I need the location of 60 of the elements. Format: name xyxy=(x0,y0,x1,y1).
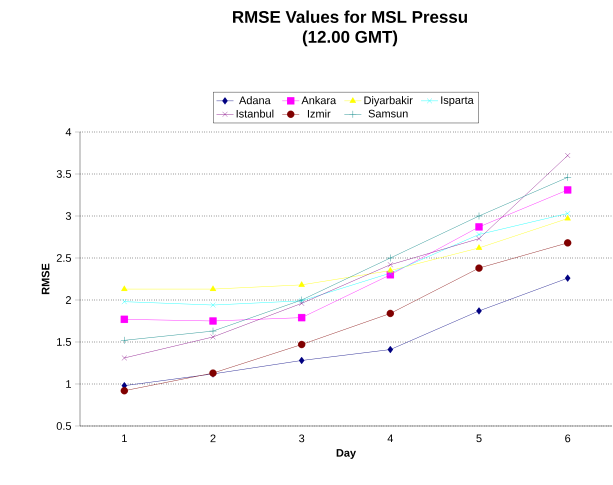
point xyxy=(210,334,216,340)
point xyxy=(476,307,482,315)
y-tick-label: 3.5 xyxy=(56,170,72,178)
point xyxy=(209,327,217,335)
point xyxy=(476,232,482,238)
point xyxy=(386,310,394,318)
point xyxy=(564,239,572,247)
y-tick-label: 2 xyxy=(66,296,71,304)
point xyxy=(565,152,570,158)
point xyxy=(565,210,570,216)
point xyxy=(122,355,127,361)
point xyxy=(564,274,570,282)
legend-label: Isparta xyxy=(441,96,474,106)
point xyxy=(120,336,128,344)
y-tick-label: 4 xyxy=(66,128,72,136)
point xyxy=(298,356,304,364)
legend-label: Ankara xyxy=(301,96,336,104)
y-tick-label: 3 xyxy=(66,212,72,220)
point xyxy=(388,270,393,276)
y-tick-label: 1 xyxy=(66,380,71,388)
point xyxy=(564,214,571,220)
x-tick-label: 6 xyxy=(565,434,570,442)
legend-label: Diyarbakir xyxy=(364,96,413,106)
x-tick-label: 1 xyxy=(122,434,127,442)
point xyxy=(210,285,216,292)
chart-subtitle: (12.00 GMT) xyxy=(302,30,398,46)
point xyxy=(476,236,482,242)
point xyxy=(388,262,393,268)
point xyxy=(210,302,216,308)
y-tick-label: 1.5 xyxy=(57,338,72,346)
point xyxy=(475,264,483,272)
point xyxy=(476,244,482,250)
x-tick-label: 3 xyxy=(299,434,304,442)
x-tick-label: 5 xyxy=(476,434,482,442)
point xyxy=(298,281,305,287)
point xyxy=(299,300,304,306)
point xyxy=(298,340,306,348)
point xyxy=(386,254,394,262)
point xyxy=(120,316,128,324)
y-tick-label: 2.5 xyxy=(56,254,72,262)
legend-label: Samsun xyxy=(368,110,408,118)
x-tick-label: 4 xyxy=(388,434,394,442)
point xyxy=(122,299,127,304)
point xyxy=(121,285,128,292)
x-axis-title: Day xyxy=(336,449,356,459)
legend-label: Istanbul xyxy=(236,110,274,118)
point xyxy=(564,174,572,182)
point xyxy=(388,346,394,354)
point xyxy=(475,212,483,220)
point xyxy=(120,387,128,394)
point xyxy=(298,314,306,322)
point xyxy=(475,223,483,231)
x-tick-label: 2 xyxy=(210,434,216,442)
y-tick-label: 0.5 xyxy=(56,422,72,430)
y-axis-title: RMSE xyxy=(42,264,50,294)
point xyxy=(209,317,217,325)
chart-title: RMSE Values for MSL Pressu xyxy=(233,10,467,23)
legend-label: Adana xyxy=(239,96,271,104)
point xyxy=(564,186,572,194)
legend-label: Izmir xyxy=(308,110,330,118)
